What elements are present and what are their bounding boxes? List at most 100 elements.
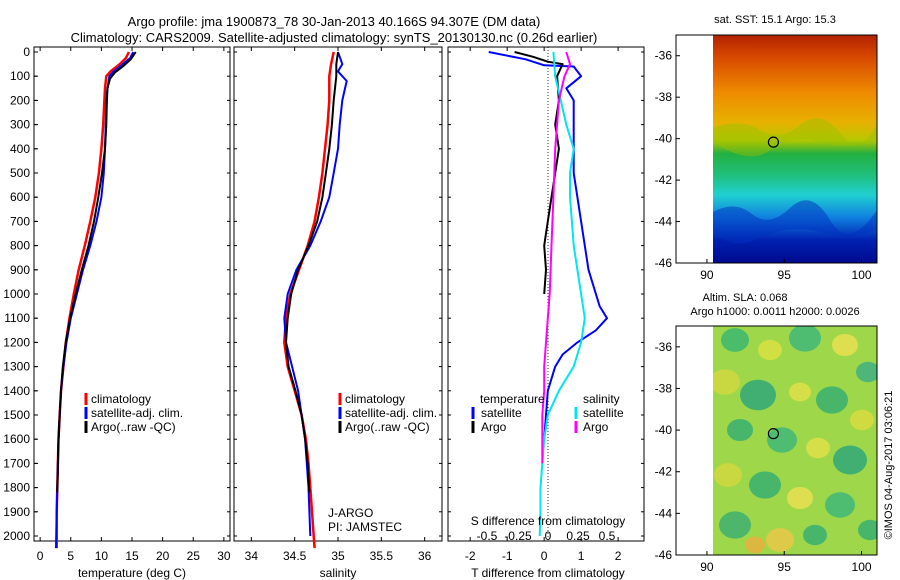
sla-map-subtitle: Argo h1000: 0.0011 h2000: 0.0026 <box>690 306 859 318</box>
sla-map-title: Altim. SLA: 0.068 <box>703 292 788 304</box>
sla-blob <box>727 418 753 442</box>
x-tick-label: 20 <box>156 549 170 563</box>
sla-blob <box>806 437 830 459</box>
x-tick-label: 10 <box>95 549 109 563</box>
difference-series <box>488 51 608 537</box>
legend-title-salinity: salinity <box>583 392 620 406</box>
x-tick-label: 30 <box>217 549 231 563</box>
s-difference-ticks: -0.5 -0.25 0 0.25 0.5 <box>477 529 616 543</box>
depth-tick-label: 1200 <box>3 335 30 349</box>
x-tick-label: 34.5 <box>283 549 307 563</box>
depth-tick-label: 1100 <box>4 311 30 325</box>
map-y-tick-label: -46 <box>655 548 673 562</box>
depth-tick-label: 1800 <box>3 481 30 495</box>
x-tick-label: 5 <box>67 549 74 563</box>
sst-cold-mottle <box>713 200 877 244</box>
sla-blob <box>816 386 848 414</box>
argo-position-marker <box>767 428 780 440</box>
sla-blob <box>740 379 776 411</box>
sla-blob <box>833 445 867 475</box>
salinity-axes-frame <box>233 46 443 542</box>
legend-label-satellite: satellite-adj. clim. <box>91 406 183 420</box>
sla-blob <box>858 519 877 541</box>
map-y-tick-label: -42 <box>655 465 673 479</box>
depth-tick-label: 1300 <box>3 360 30 374</box>
legend-label-satellite: satellite-adj. clim. <box>345 406 437 420</box>
depth-tick-label: 400 <box>10 142 30 156</box>
map-y-tick-label: -44 <box>655 215 673 229</box>
x-tick-label: -2 <box>465 549 476 563</box>
t-difference-label: T difference from climatology <box>471 566 625 580</box>
depth-ticks: 0 100 200 300 400 500 600 700 800 900 1000 1100 1200… <box>3 45 38 543</box>
series-line-temperature-argo <box>514 51 564 295</box>
s-diff-tick-label: 0 <box>545 529 552 543</box>
sla-blob <box>745 536 765 554</box>
depth-tick-label: 1600 <box>3 432 30 446</box>
map-y-tick-label: -36 <box>655 49 673 63</box>
difference-axes-frame <box>447 46 645 542</box>
depth-tick-label: 1400 <box>3 384 30 398</box>
depth-tick-label: 300 <box>10 118 30 132</box>
sla-map-ticks: -36 -38 -40 -42 -44 -46 90 95 100 <box>655 340 872 574</box>
x-tick-label: -1 <box>502 549 513 563</box>
s-diff-tick-label: -0.5 <box>477 529 498 543</box>
project-label: J-ARGO <box>328 506 373 520</box>
depth-tick-label: 200 <box>10 93 30 107</box>
x-tick-label: 2 <box>615 549 622 563</box>
sst-map-title: sat. SST: 15.1 Argo: 15.3 <box>714 14 836 26</box>
sla-blob <box>803 524 827 546</box>
legend-label-climatology: climatology <box>345 392 405 406</box>
sla-map-panel: Altim. SLA: 0.068 Argo h1000: 0.0011 h20… <box>655 292 878 574</box>
map-y-tick-label: -40 <box>655 132 673 146</box>
sla-blob <box>749 471 781 499</box>
x-tick-label: 35.5 <box>370 549 394 563</box>
depth-tick-label: 800 <box>10 239 30 253</box>
salinity-panel: 34 34.5 35 35.5 36 climatology satellite-adj… <box>233 46 443 580</box>
title-line-1: Argo profile: jma 1900873_78 30-Jan-2013… <box>128 14 541 29</box>
depth-tick-label: 1900 <box>3 505 30 519</box>
sst-map-frame <box>675 34 878 264</box>
series-line-climatology <box>55 51 131 549</box>
map-y-tick-label: -42 <box>655 173 673 187</box>
temperature-x-label: temperature (deg C) <box>78 566 186 580</box>
legend-label-climatology: climatology <box>91 392 151 406</box>
difference-x-ticks: -2 -1 0 1 2 <box>448 47 644 563</box>
sla-blob <box>789 326 821 352</box>
sst-front-mottle <box>713 118 877 157</box>
x-tick-label: 15 <box>125 549 139 563</box>
depth-tick-label: 0 <box>23 45 30 59</box>
s-diff-tick-label: 0.25 <box>566 529 590 543</box>
map-y-tick-label: -36 <box>655 340 673 354</box>
x-tick-label: 0 <box>541 549 548 563</box>
sst-map-ticks: -36 -38 -40 -42 -44 -46 90 95 100 <box>655 49 872 282</box>
x-tick-label: 35 <box>331 549 345 563</box>
sla-blob <box>758 339 782 361</box>
sla-blob <box>825 492 855 518</box>
x-tick-label: 34 <box>245 549 259 563</box>
map-y-tick-label: -38 <box>655 381 673 395</box>
sla-blob <box>714 463 742 487</box>
series-line-salinity-argo <box>541 51 571 464</box>
x-tick-label: 1 <box>578 549 585 563</box>
legend-label-argo: Argo(..raw -QC) <box>91 420 176 434</box>
depth-tick-label: 2000 <box>3 529 30 543</box>
s-diff-tick-label: 0.5 <box>599 529 616 543</box>
sla-blob <box>713 369 740 395</box>
map-x-tick-label: 100 <box>852 560 872 574</box>
title-line-2: Climatology: CARS2009. Satellite-adjuste… <box>71 30 598 45</box>
salinity-legend: climatology satellite-adj. clim. Argo(..… <box>338 392 437 434</box>
series-line-argo-raw-qc- <box>285 51 339 493</box>
temperature-x-ticks: 0 5 10 15 20 25 30 <box>34 47 231 563</box>
legend-title-temperature: temperature <box>480 392 545 406</box>
map-y-tick-label: -46 <box>655 256 673 270</box>
salinity-x-label: salinity <box>320 566 357 580</box>
map-y-tick-label: -40 <box>655 423 673 437</box>
sla-map-frame <box>675 325 878 556</box>
difference-legend: temperature salinity satellite Argo sate… <box>471 392 624 434</box>
legend-label-argo: Argo(..raw -QC) <box>345 420 430 434</box>
x-tick-label: 0 <box>37 549 44 563</box>
series-line-satellite-adj-clim- <box>55 51 135 549</box>
sla-blob <box>850 409 874 431</box>
s-diff-tick-label: -0.25 <box>504 529 532 543</box>
salinity-series <box>283 51 348 549</box>
